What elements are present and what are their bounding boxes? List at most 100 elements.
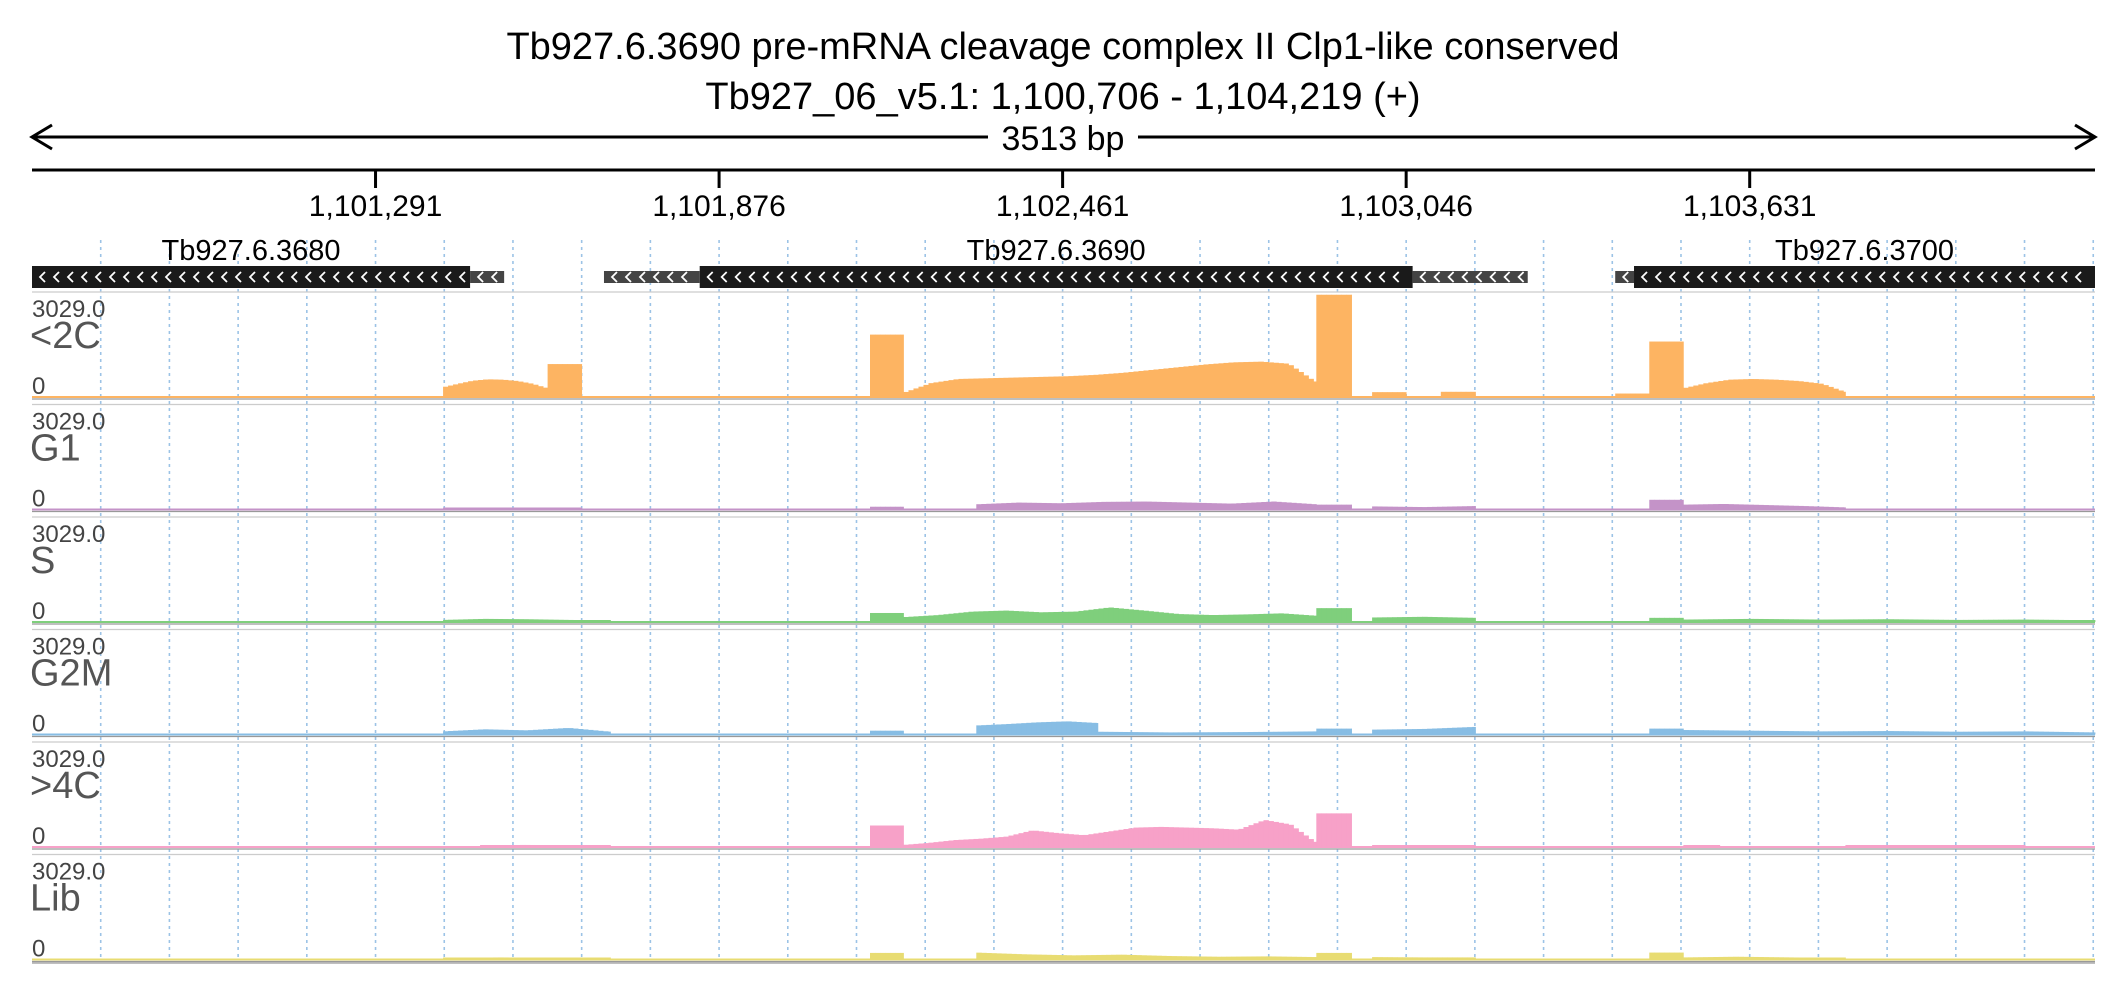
coverage-bar (1296, 503, 1302, 510)
strand-chevron (262, 271, 270, 283)
coverage-bar (1283, 363, 1289, 397)
coverage-bar (1091, 722, 1097, 735)
coverage-bar (1208, 615, 1214, 622)
coverage-bar (1679, 341, 1684, 397)
coverage-bar (1452, 727, 1458, 735)
coverage-bar (1311, 957, 1317, 960)
coverage-bar (1316, 504, 1322, 510)
coverage-bar (1006, 953, 1012, 960)
coverage-bar (1698, 730, 1704, 735)
coverage-bar (1263, 613, 1269, 622)
coverage-bar (1679, 728, 1684, 735)
coverage-bar (1447, 727, 1453, 735)
coverage-bar (1437, 957, 1443, 960)
coverage-bar (1157, 732, 1164, 735)
coverage-bar (1001, 503, 1007, 510)
coverage-bar (1198, 364, 1204, 397)
coverage-bar (1773, 619, 1779, 622)
coverage-bar (1336, 813, 1342, 847)
x-tick-label: 1,103,046 (1339, 190, 1472, 223)
coverage-bar (1341, 952, 1347, 960)
coverage-bar (1026, 502, 1032, 510)
coverage-bar (2058, 731, 2064, 735)
coverage-bar (968, 611, 974, 622)
coverage-bar (588, 620, 594, 622)
coverage-bar (1372, 729, 1378, 735)
coverage-bar (948, 613, 954, 622)
coverage-bar (978, 611, 984, 622)
coverage-bar (578, 507, 583, 510)
coverage-bar (473, 619, 479, 622)
coverage-bar (540, 845, 546, 847)
strand-chevron (680, 271, 688, 283)
coverage-bar (1412, 729, 1418, 735)
coverage-bar (567, 364, 574, 397)
coverage-bar (1838, 390, 1844, 397)
coverage-bar (1392, 957, 1398, 960)
coverage-bar (1068, 611, 1074, 622)
coverage-bar (1372, 506, 1378, 510)
coverage-bar (1659, 952, 1665, 960)
coverage-bar (2068, 732, 2074, 735)
coverage-bar (1268, 362, 1274, 397)
coverage-bar (1227, 732, 1234, 735)
coverage-bar (1031, 954, 1037, 960)
coverage-bar (1848, 619, 1854, 622)
coverage-bar (2083, 732, 2089, 735)
coverage-bar (1168, 367, 1174, 397)
coverage-bar (963, 839, 969, 847)
coverage-bar (1051, 721, 1057, 735)
coverage-bar (933, 615, 939, 622)
coverage-bar (513, 730, 519, 735)
coverage-bar (1888, 731, 1894, 735)
coverage-bar (1382, 845, 1388, 847)
strand-chevron (958, 271, 966, 283)
coverage-bar (1286, 502, 1292, 510)
coverage-bar (495, 845, 501, 847)
span-label-bg (988, 118, 1138, 156)
coverage-bar (448, 619, 454, 622)
coverage-bar (1297, 731, 1304, 735)
coverage-bar (1308, 378, 1314, 397)
coverage-bar (1266, 501, 1272, 510)
coverage-bar (903, 391, 909, 397)
coverage-bar (443, 386, 449, 397)
strand-chevron (1028, 271, 1036, 283)
coverage-bar (578, 620, 584, 622)
strand-chevron (136, 271, 144, 283)
strand-chevron (416, 271, 424, 283)
strand-chevron (762, 271, 770, 283)
coverage-bar (981, 503, 987, 510)
coverage-bar (1086, 502, 1092, 510)
strand-chevron (388, 271, 396, 283)
coverage-bar (890, 612, 896, 622)
strand-chevron (986, 271, 994, 283)
coverage-bar (480, 845, 486, 847)
coverage-bar (953, 613, 959, 622)
coverage-bar (1818, 506, 1824, 510)
coverage-bar (1788, 505, 1794, 510)
coverage-bar (1713, 845, 1719, 847)
strand-chevron (1168, 271, 1176, 283)
coverage-bar (1123, 608, 1129, 622)
coverage-bar (1918, 731, 1924, 735)
coverage-bar (1878, 731, 1884, 735)
strand-chevron (1322, 271, 1330, 283)
coverage-bar (1407, 845, 1413, 847)
strand-chevron (332, 271, 340, 283)
coverage-bar (2033, 619, 2039, 622)
coverage-bar (1412, 616, 1418, 622)
coverage-bar (1321, 813, 1327, 847)
coverage-bar (1733, 619, 1739, 622)
coverage-bar (1688, 957, 1694, 960)
coverage-bar (503, 379, 509, 397)
coverage-bar (976, 725, 982, 735)
coverage-bar (513, 957, 519, 960)
coverage-tracks: 3029.0<2C03029.0G103029.0S03029.0G2M0302… (30, 291, 2096, 964)
coverage-bar (1078, 375, 1084, 397)
strand-chevron (1948, 271, 1956, 283)
coverage-bar (1688, 619, 1694, 622)
strand-chevron (930, 271, 938, 283)
coverage-bar (1427, 957, 1433, 960)
coverage-bar (548, 957, 554, 960)
